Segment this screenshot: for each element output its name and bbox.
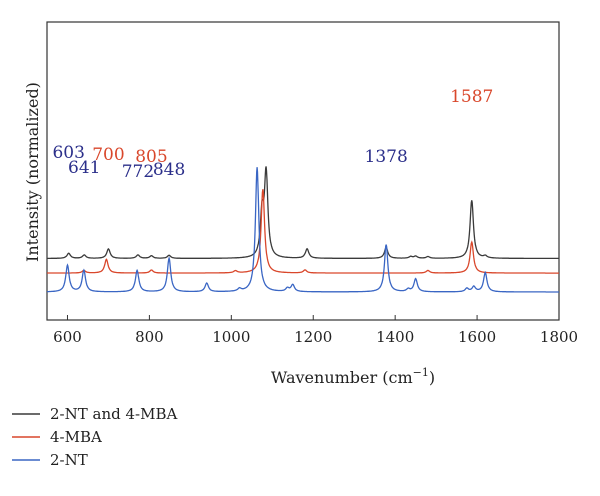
series-line xyxy=(47,167,559,293)
x-tick-label: 1400 xyxy=(376,328,414,346)
x-tick-label: 1600 xyxy=(458,328,496,346)
legend-label: 4-MBA xyxy=(50,428,102,446)
y-axis-title: Intensity (normalized) xyxy=(23,82,42,262)
plot-frame xyxy=(46,21,560,321)
legend-label: 2-NT xyxy=(50,451,88,469)
x-tick-label: 1000 xyxy=(212,328,250,346)
peak-label: 772 xyxy=(122,162,154,182)
x-tick-label: 1200 xyxy=(294,328,332,346)
x-axis-title-sup: −1 xyxy=(413,366,429,379)
x-tick-label: 600 xyxy=(53,328,82,346)
x-tick-label: 1800 xyxy=(540,328,578,346)
peak-label: 641 xyxy=(68,158,100,178)
series-line xyxy=(47,189,559,274)
series-layer xyxy=(47,166,559,293)
x-axis-title-end: ) xyxy=(429,368,435,387)
series-line xyxy=(47,166,559,260)
legend-label: 2-NT and 4-MBA xyxy=(50,405,177,423)
x-axis: 600 800 1000 1200 1400 1600 1800 xyxy=(53,315,578,346)
peak-label: 805 xyxy=(135,147,167,167)
peak-label: 603 xyxy=(52,143,84,163)
peak-label: 1378 xyxy=(365,147,408,167)
x-axis-title-main: Wavenumber (cm xyxy=(271,368,413,387)
peak-label: 1587 xyxy=(450,87,493,107)
legend: 2-NT and 4-MBA 4-MBA 2-NT xyxy=(12,405,177,469)
peak-label: 700 xyxy=(92,145,124,165)
x-tick-label: 800 xyxy=(135,328,164,346)
peak-label: 848 xyxy=(153,160,185,180)
x-axis-title: Wavenumber (cm−1) xyxy=(271,366,435,387)
